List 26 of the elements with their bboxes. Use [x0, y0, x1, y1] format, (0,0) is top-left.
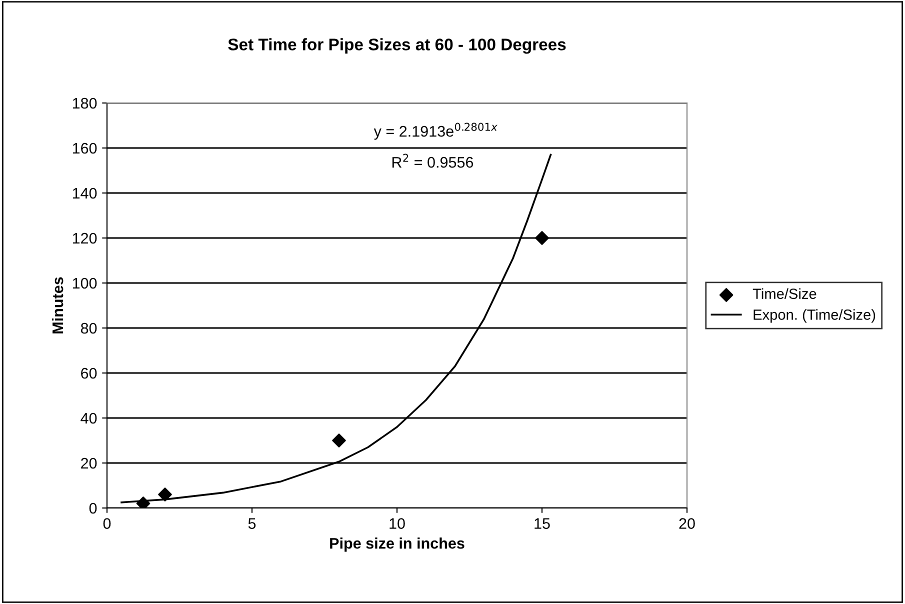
point	[535, 231, 549, 245]
point	[136, 496, 150, 508]
point	[332, 434, 346, 448]
y-tick-label: 160	[72, 142, 97, 154]
x-tick-label: 5	[248, 518, 256, 529]
y-tick-label: 100	[72, 278, 97, 289]
x-tick-label: 0	[103, 518, 111, 529]
point	[158, 488, 172, 502]
chart-title: Set Time for Pipe Sizes at 60 - 100 Degrees	[228, 38, 566, 54]
x-axis-title: Pipe size in inches	[330, 538, 464, 552]
annotation: R$^{2}$ = 0.9556	[392, 154, 474, 168]
y-axis-title: Minutes	[52, 277, 64, 334]
y-tick-label: 60	[81, 368, 97, 379]
legend-label: Expon. (Time/Size)	[754, 309, 876, 323]
x-tick-label: 10	[390, 518, 405, 529]
y-tick-label: 140	[72, 188, 97, 199]
y-tick-label: 40	[80, 412, 97, 424]
legend-label: Time/Size	[752, 288, 816, 299]
annotation: y = 2.1913e$^{0.2801x}$	[374, 122, 498, 140]
y-tick-label: 180	[72, 98, 97, 109]
y-tick-label: 0	[89, 502, 97, 514]
y-tick-label: 120	[72, 232, 97, 244]
y-tick-label: 80	[80, 322, 97, 334]
x-tick-label: 15	[534, 518, 550, 529]
x-tick-label: 20	[679, 518, 695, 529]
y-tick-label: 20	[81, 458, 97, 469]
